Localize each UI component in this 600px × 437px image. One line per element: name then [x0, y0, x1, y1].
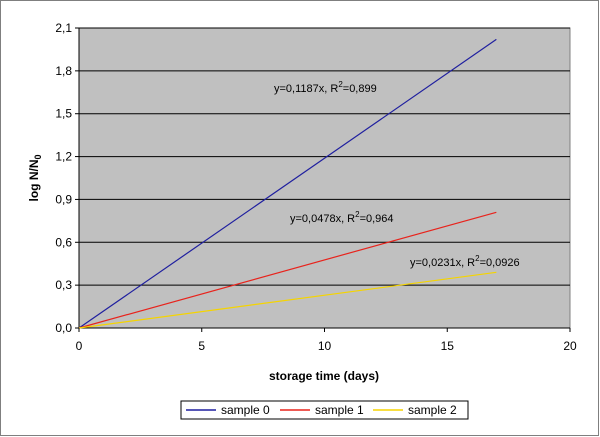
x-tick-labels: 0 5 10 15 20 — [76, 328, 577, 353]
y-tick-label: 2,1 — [55, 21, 72, 35]
y-tick-label: 1,5 — [55, 107, 72, 121]
x-tick-label: 15 — [441, 339, 455, 353]
legend-label-0: sample 0 — [221, 403, 270, 417]
equation-label-0: y=0,1187x, R2=0,899 — [274, 80, 377, 95]
y-tick-label: 1,2 — [55, 150, 72, 164]
series-line-0 — [78, 38, 497, 329]
series-line-1 — [78, 211, 497, 329]
x-tick-label: 5 — [198, 339, 205, 353]
equation-labels: y=0,1187x, R2=0,899 y=0,0478x, R2=0,964 y=… — [274, 80, 520, 269]
y-tick-label: 0,9 — [55, 192, 72, 206]
plot-area — [78, 27, 571, 329]
y-tick-label: 0,6 — [55, 235, 72, 249]
grid-lines — [79, 27, 570, 286]
legend-label-1: sample 1 — [315, 403, 364, 417]
y-axis-title: log N/N0 — [27, 154, 43, 201]
legend: sample 0 sample 1 sample 2 — [180, 400, 469, 420]
x-tick-label: 0 — [76, 339, 83, 353]
y-tick-label: 0,0 — [55, 321, 72, 335]
x-tick-label: 20 — [563, 339, 577, 353]
x-tick-label: 10 — [318, 339, 332, 353]
y-tick-label: 0,3 — [55, 278, 72, 292]
legend-box — [180, 400, 469, 420]
y-axis-title-subscript: 0 — [33, 154, 43, 159]
y-tick-label: 1,8 — [55, 64, 72, 78]
series-lines — [78, 38, 497, 329]
y-axis-title-main: log N/N — [27, 160, 41, 202]
equation-label-2: y=0,0231x, R2=0,0926 — [410, 254, 520, 269]
x-axis-title: storage time (days) — [269, 369, 379, 383]
series-line-2 — [78, 271, 497, 329]
equation-label-1: y=0,0478x, R2=0,964 — [290, 210, 394, 225]
y-tick-labels: 0,0 0,3 0,6 0,9 1,2 1,5 1,8 2,1 — [55, 21, 79, 335]
legend-label-2: sample 2 — [408, 403, 457, 417]
